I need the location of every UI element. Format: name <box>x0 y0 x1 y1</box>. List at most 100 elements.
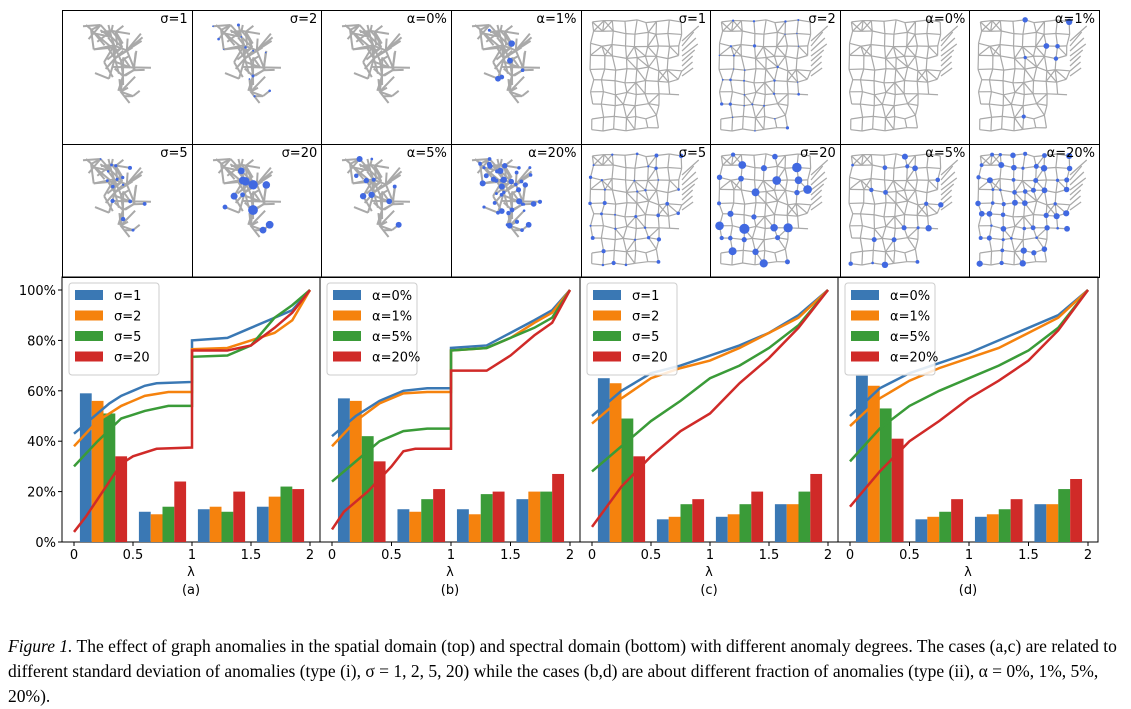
x-tick-label: 0.5 <box>641 548 662 563</box>
x-tick-label: 2 <box>306 548 314 563</box>
x-axis-label: λ <box>705 565 713 580</box>
legend-swatch <box>75 331 103 341</box>
figure-caption: Figure 1. The effect of graph anomalies … <box>8 634 1123 709</box>
legend-swatch <box>75 352 103 362</box>
legend-entry: α=5% <box>890 330 930 345</box>
x-axis-label: λ <box>446 565 454 580</box>
bar <box>540 492 552 542</box>
legend-entry: σ=20 <box>114 351 150 366</box>
bar <box>810 474 822 542</box>
x-tick-label: 1.5 <box>241 548 262 563</box>
bar <box>163 507 175 542</box>
bar <box>457 509 469 542</box>
caption-label: Figure 1. <box>8 636 72 656</box>
legend-entry: α=0% <box>372 289 412 304</box>
legend-swatch <box>851 352 879 362</box>
legend-entry: α=1% <box>890 310 930 325</box>
x-tick-label: 2 <box>566 548 574 563</box>
bar <box>516 499 528 542</box>
bar <box>787 504 799 542</box>
bar <box>716 517 728 542</box>
bar <box>269 497 281 542</box>
legend-swatch <box>333 352 361 362</box>
bar <box>80 393 92 542</box>
bar <box>481 494 493 542</box>
bar <box>469 514 481 542</box>
bar <box>987 514 999 542</box>
bar <box>139 512 151 542</box>
bar <box>210 507 222 542</box>
y-tick-label: 20% <box>27 486 56 501</box>
legend-swatch <box>593 331 621 341</box>
legend-entry: σ=20 <box>632 351 668 366</box>
bar <box>669 517 681 542</box>
x-tick-label: 2 <box>824 548 832 563</box>
bar <box>421 499 433 542</box>
x-tick-label: 2 <box>1084 548 1092 563</box>
bar <box>692 499 704 542</box>
bar <box>1058 489 1070 542</box>
legend-swatch <box>593 290 621 300</box>
x-tick-label: 0.5 <box>899 548 920 563</box>
legend-entry: α=20% <box>890 351 938 366</box>
legend-swatch <box>75 311 103 321</box>
legend-entry: α=1% <box>372 310 412 325</box>
legend-swatch <box>593 352 621 362</box>
legend-swatch <box>333 311 361 321</box>
subfigure-label: (b) <box>441 583 459 598</box>
bar <box>528 492 540 542</box>
legend-swatch <box>851 311 879 321</box>
bar <box>151 514 163 542</box>
bar <box>493 492 505 542</box>
x-tick-label: 0 <box>70 548 78 563</box>
legend-swatch <box>75 290 103 300</box>
x-tick-label: 0.5 <box>381 548 402 563</box>
x-tick-label: 1 <box>706 548 714 563</box>
bar <box>915 519 927 542</box>
x-tick-label: 1 <box>188 548 196 563</box>
x-tick-label: 0.5 <box>123 548 144 563</box>
legend: α=0%α=1%α=5%α=20% <box>327 283 420 375</box>
x-tick-label: 0 <box>328 548 336 563</box>
bar <box>409 512 421 542</box>
bar <box>1034 504 1046 542</box>
legend: α=0% α=1% α=5% α=20% <box>845 283 938 375</box>
legend-entry: σ=5 <box>114 330 141 345</box>
bar <box>799 492 811 542</box>
x-tick-label: 1.5 <box>759 548 780 563</box>
bar <box>174 482 186 542</box>
legend-entry: α=0% <box>890 289 930 304</box>
x-tick-label: 1.5 <box>500 548 521 563</box>
legend-entry: σ=2 <box>632 310 659 325</box>
bar <box>1011 499 1023 542</box>
x-axis-label: λ <box>964 565 972 580</box>
bar <box>281 487 293 542</box>
bar <box>233 492 245 542</box>
bar <box>433 489 445 542</box>
x-tick-label: 1 <box>965 548 973 563</box>
bar <box>927 517 939 542</box>
bar <box>1046 504 1058 542</box>
bar <box>198 509 210 542</box>
bar <box>222 512 234 542</box>
bar <box>292 489 304 542</box>
x-axis-label: λ <box>187 565 195 580</box>
bar <box>951 499 963 542</box>
bar <box>552 474 564 542</box>
bar <box>975 517 987 542</box>
bar <box>751 492 763 542</box>
subfigure-label: (a) <box>182 583 200 598</box>
subfigure-label: (d) <box>959 583 977 598</box>
caption-text: The effect of graph anomalies in the spa… <box>8 636 1117 706</box>
legend: σ=1σ=2σ=5σ=20 <box>587 283 677 375</box>
legend: σ=1σ=2σ=5σ=20 <box>69 283 159 375</box>
x-tick-label: 0 <box>588 548 596 563</box>
x-tick-label: 1 <box>447 548 455 563</box>
legend-swatch <box>851 331 879 341</box>
legend-entry: σ=1 <box>114 289 141 304</box>
bar <box>681 504 693 542</box>
legend-entry: σ=1 <box>632 289 659 304</box>
bar <box>657 519 669 542</box>
